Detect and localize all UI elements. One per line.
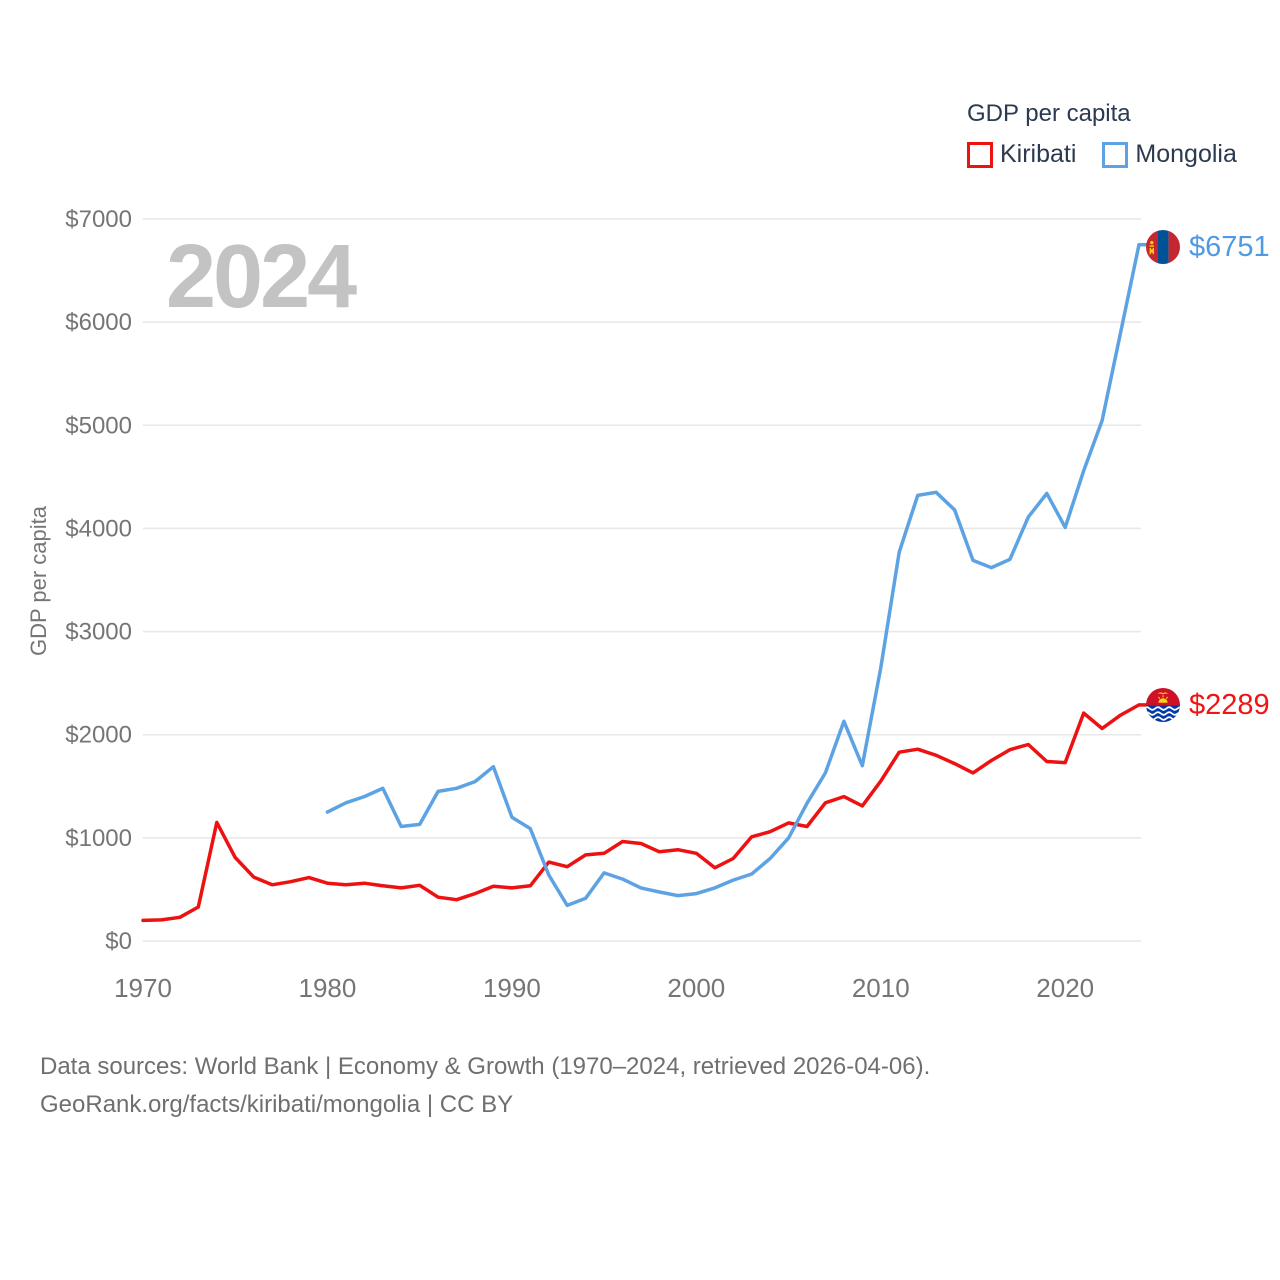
legend-item-label: Kiribati	[1000, 140, 1077, 168]
mongolia-line	[325, 242, 1141, 908]
legend-item-label: Mongolia	[1135, 140, 1237, 168]
x-tick-label: 2020	[1036, 973, 1094, 1003]
mongolia-flag-icon	[1146, 230, 1180, 264]
kiribati-swatch-icon	[967, 141, 993, 168]
y-tick-label: $5000	[65, 412, 132, 439]
legend-title: GDP per capita	[967, 100, 1131, 127]
legend: GDP per capita Kiribati Mongolia	[967, 100, 1237, 169]
legend-item-mongolia[interactable]: Mongolia	[1102, 140, 1237, 169]
watermark-year: 2024	[166, 227, 357, 327]
kiribati-line	[141, 703, 1141, 923]
y-tick-label: $3000	[65, 619, 132, 646]
kiribati-end-value: $2289	[1189, 689, 1270, 721]
x-tick-label: 1970	[114, 973, 172, 1003]
mongolia-end-value: $6751	[1189, 231, 1270, 263]
y-tick-label: $7000	[65, 206, 132, 233]
y-tick-label: $0	[105, 928, 132, 955]
footer: Data sources: World Bank | Economy & Gro…	[40, 1048, 930, 1124]
mongolia-end-marker: $6751	[1146, 230, 1270, 264]
x-tick-label: 1990	[483, 973, 541, 1003]
mongolia-swatch-icon	[1102, 141, 1129, 168]
y-axis-title: GDP per capita	[26, 505, 51, 656]
legend-items: Kiribati Mongolia	[967, 140, 1237, 169]
x-tick-label: 2010	[852, 973, 910, 1003]
y-tick-label: $2000	[65, 722, 132, 749]
footer-sources: Data sources: World Bank | Economy & Gro…	[40, 1053, 931, 1080]
x-tick-label: 1980	[299, 973, 357, 1003]
y-tick-label: $1000	[65, 825, 132, 852]
kiribati-end-marker: $2289	[1146, 688, 1270, 722]
footer-attribution: GeoRank.org/facts/kiribati/mongolia | CC…	[40, 1091, 514, 1118]
x-tick-label: 2000	[667, 973, 725, 1003]
gdp-line-chart: 2024 $0 $1000 $2000 $3000 $4000 $5000 $6000 $700…	[26, 206, 1152, 1003]
y-tick-label: $6000	[65, 309, 132, 336]
legend-item-kiribati[interactable]: Kiribati	[967, 140, 1076, 169]
y-tick-label: $4000	[65, 515, 132, 542]
kiribati-flag-icon	[1146, 688, 1180, 722]
